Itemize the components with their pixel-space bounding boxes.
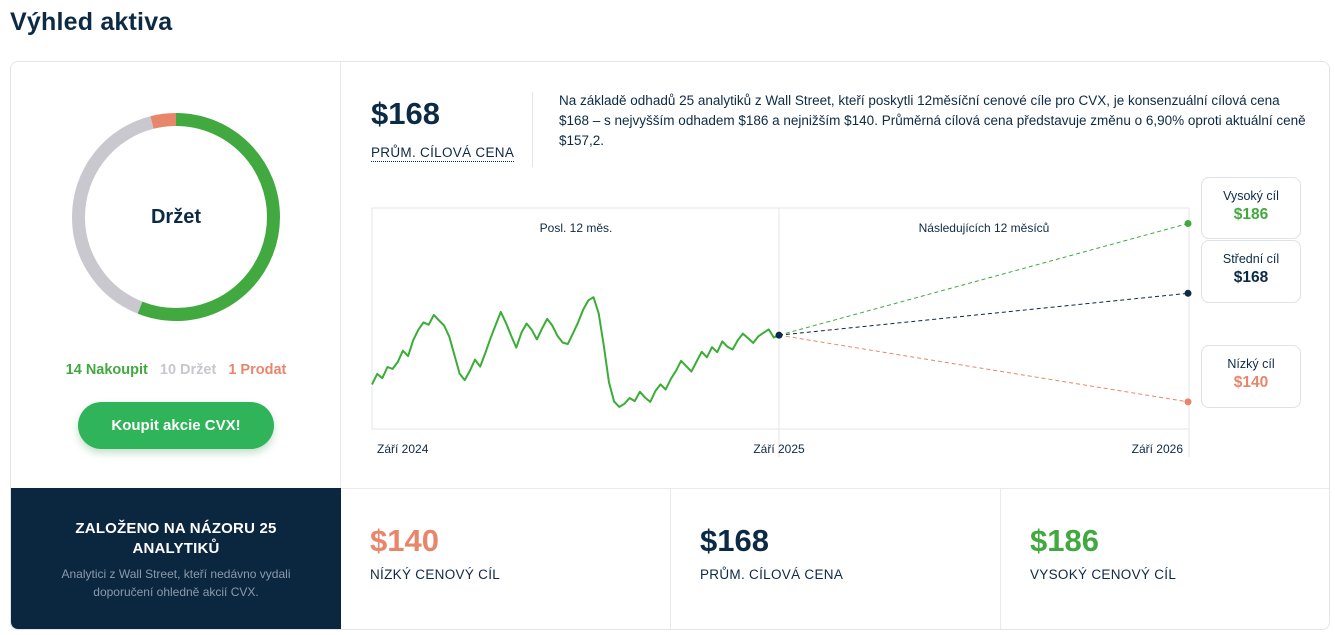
high-target-stat-value: $186 <box>1030 523 1099 558</box>
mid-target-point <box>1184 289 1192 297</box>
price-history-line <box>371 296 780 408</box>
hold-count: 10 Držet <box>159 362 217 378</box>
high-target-box: Vysoký cíl $186 <box>1201 177 1301 239</box>
future-period-label: Následujících 12 měsíců <box>919 221 1050 235</box>
rating-donut-chart: Držet <box>67 108 285 326</box>
analyst-description: Na základě odhadů 25 analytiků z Wall St… <box>559 93 1306 148</box>
buy-stock-button[interactable]: Koupit akcie CVX! <box>78 402 274 449</box>
average-price-target: $168 <box>371 96 440 131</box>
x-tick-mid: Září 2025 <box>753 442 805 456</box>
divider <box>532 92 533 167</box>
high-target-stat: $186 VYSOKÝ CENOVÝ CÍL <box>1001 488 1329 629</box>
x-tick-end: Září 2026 <box>1132 442 1184 456</box>
avg-target-stat-value: $168 <box>700 523 769 558</box>
mid-target-value: $168 <box>1233 269 1269 286</box>
page-title: Výhled aktiva <box>10 8 173 36</box>
average-price-label[interactable]: PRŮM. CÍLOVÁ CENA <box>371 145 515 162</box>
analyst-basis-panel: ZALOŽENO NA NÁZORU 25 ANALYTIKŮ Analytic… <box>11 488 341 629</box>
price-forecast-chart: Posl. 12 měs. Následujících 12 měsíců Zá… <box>342 62 1329 488</box>
donut-svg <box>72 113 280 321</box>
analyst-basis-title: ZALOŽENO NA NÁZORU 25 ANALYTIKŮ <box>75 520 277 557</box>
chart-plot-area <box>371 207 1190 430</box>
chart-svg: Posl. 12 měs. Následujících 12 měsíců Zá… <box>371 207 1192 457</box>
current-price-point <box>775 331 783 339</box>
price-target-panel: $168 PRŮM. CÍLOVÁ CENA Na základě odhadů… <box>342 62 1329 488</box>
high-target-value: $186 <box>1233 206 1269 223</box>
low-target-stat: $140 NÍZKÝ CENOVÝ CÍL <box>341 488 671 629</box>
low-target-point <box>1184 398 1192 406</box>
low-target-stat-label: NÍZKÝ CENOVÝ CÍL <box>370 567 501 582</box>
low-target-value: $140 <box>1233 374 1269 391</box>
analyst-basis-subtitle: Analytici z Wall Street, kteří nedávno v… <box>61 567 291 599</box>
consensus-panel: Držet 14 Nakoupit 10 Držet 1 Prodat Koup… <box>11 62 341 488</box>
x-tick-start: Září 2024 <box>377 442 429 456</box>
low-forecast-line <box>778 334 1189 403</box>
high-target-label: Vysoký cíl <box>1223 189 1279 203</box>
avg-target-stat: $168 PRŮM. CÍLOVÁ CENA <box>671 488 1001 629</box>
high-target-stat-label: VYSOKÝ CENOVÝ CÍL <box>1030 567 1177 582</box>
chart-series-group <box>371 220 1192 408</box>
donut-segment-hold <box>72 113 280 321</box>
mid-target-box: Střední cíl $168 <box>1201 240 1301 303</box>
low-target-label: Nízký cíl <box>1227 357 1275 371</box>
past-period-label: Posl. 12 měs. <box>540 221 613 235</box>
sell-count: 1 Prodat <box>228 362 287 378</box>
high-target-point <box>1184 220 1192 228</box>
buy-count: 14 Nakoupit <box>65 362 148 378</box>
mid-target-label: Střední cíl <box>1222 252 1280 266</box>
asset-outlook-card: Držet 14 Nakoupit 10 Držet 1 Prodat Koup… <box>10 61 1330 630</box>
avg-target-stat-label: PRŮM. CÍLOVÁ CENA <box>700 567 844 582</box>
consensus-rating: Držet <box>150 205 201 228</box>
high-forecast-line <box>778 223 1189 336</box>
low-target-box: Nízký cíl $140 <box>1201 345 1301 408</box>
rating-counts: 14 Nakoupit 10 Držet 1 Prodat <box>11 362 341 378</box>
low-target-stat-value: $140 <box>370 523 439 558</box>
mid-forecast-line <box>778 292 1189 336</box>
donut-segment-sell <box>72 113 280 321</box>
